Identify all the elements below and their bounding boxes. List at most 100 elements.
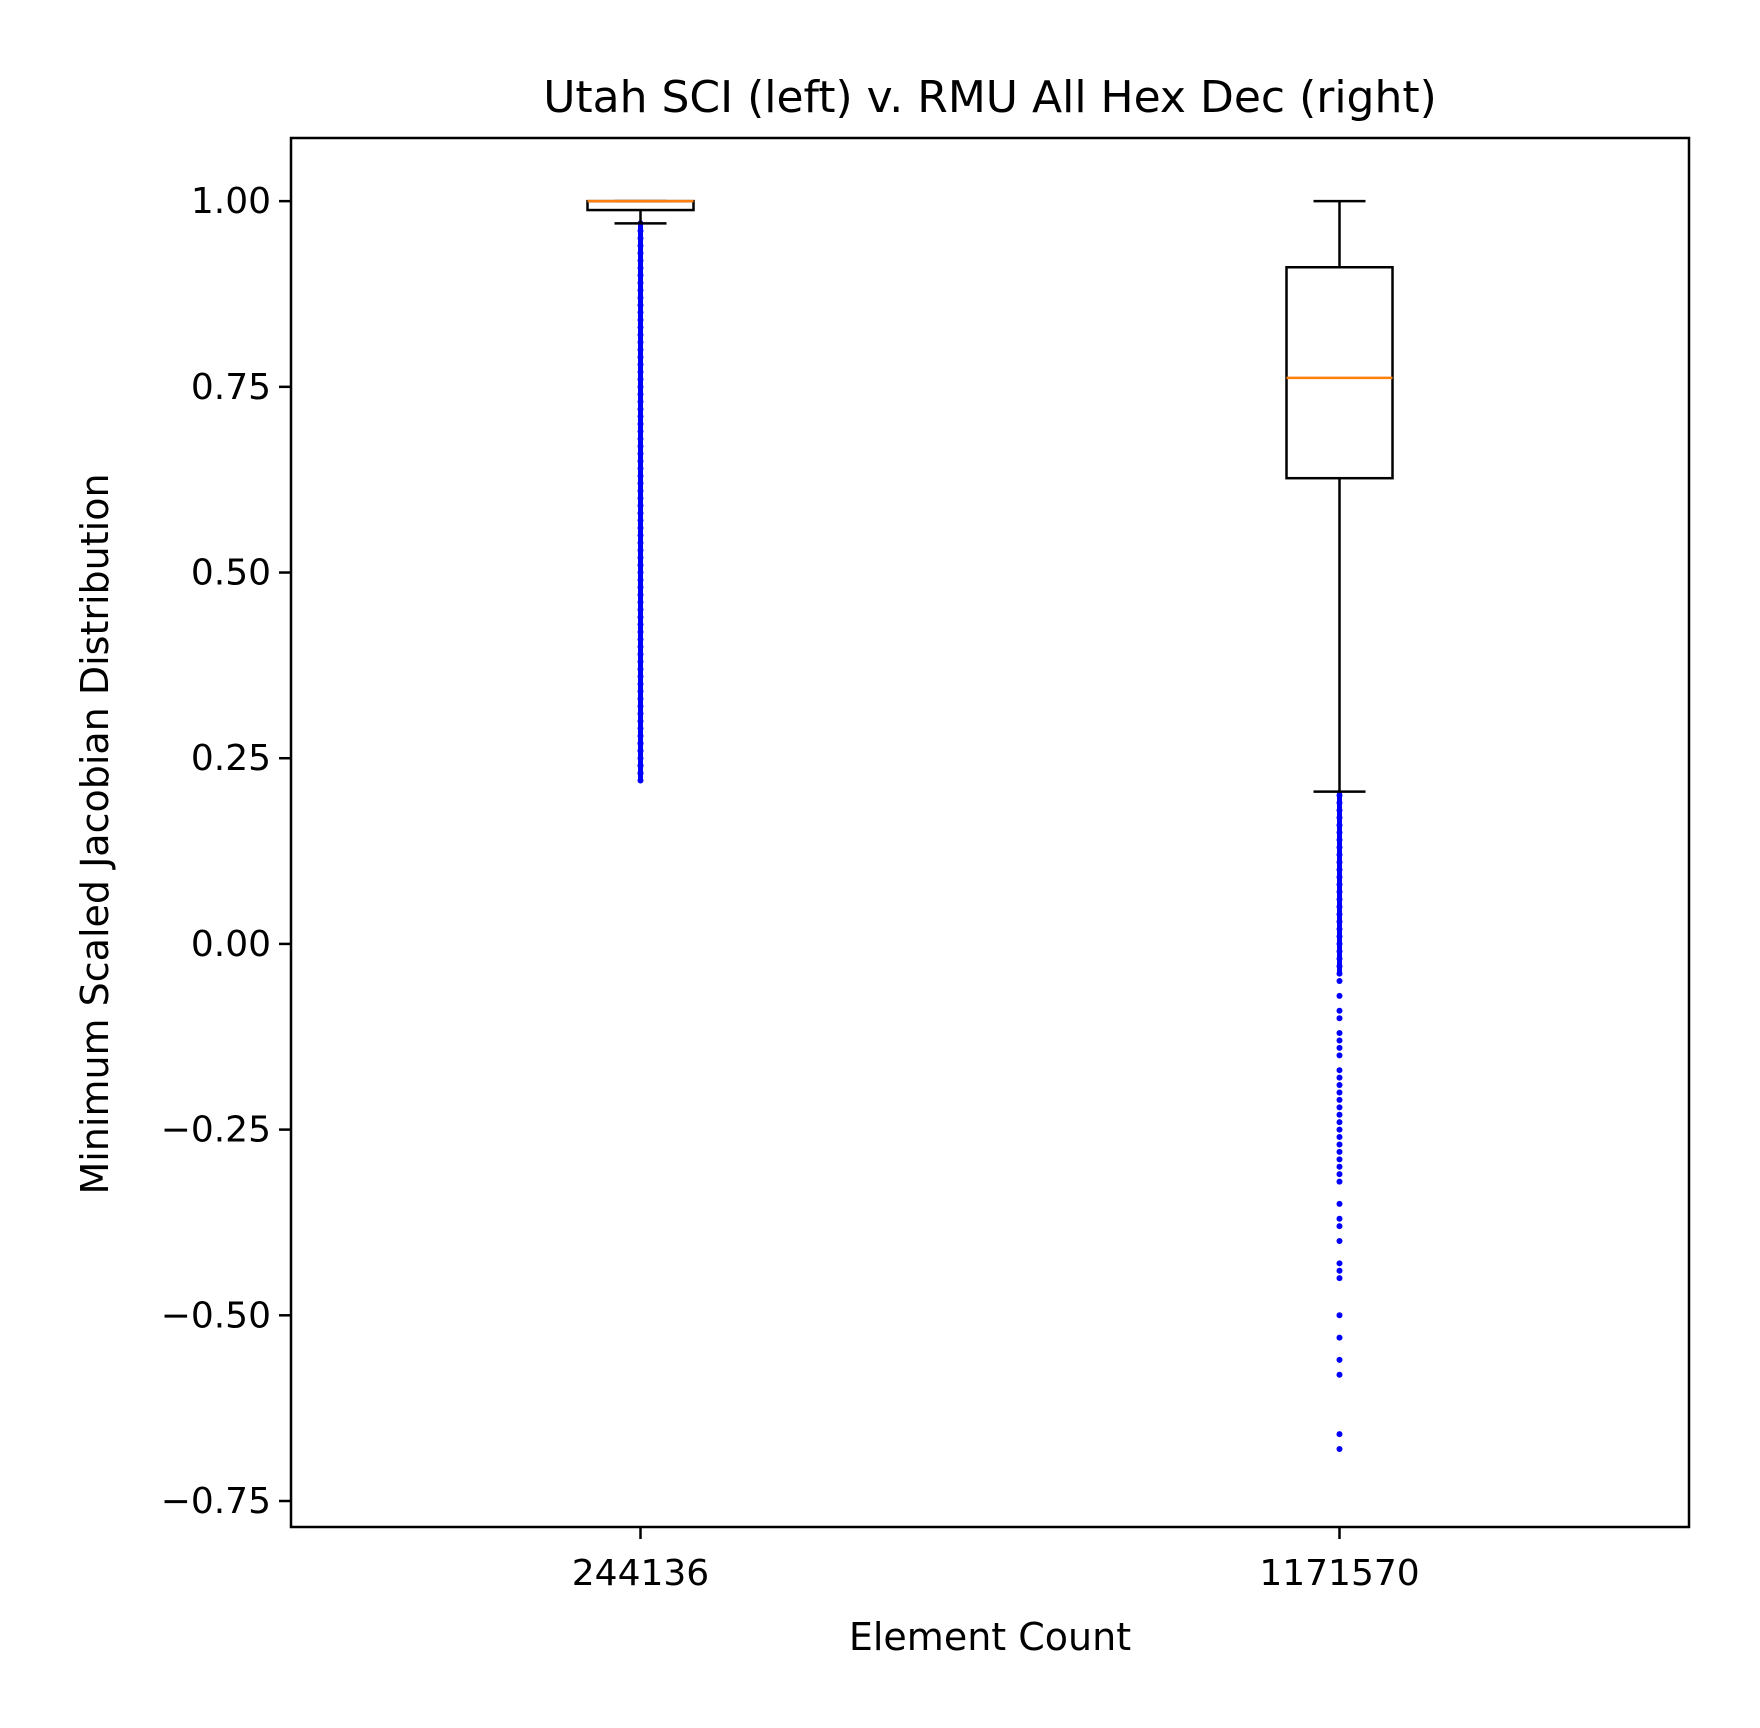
flier-point — [1336, 1156, 1343, 1163]
flier-point — [1336, 955, 1343, 962]
flier-point — [637, 718, 644, 725]
flier-point — [1336, 792, 1343, 799]
flier-point — [1336, 1074, 1343, 1081]
flier-point — [637, 391, 644, 398]
flier-point — [637, 287, 644, 294]
flier-point — [637, 562, 644, 569]
flier-point — [637, 628, 644, 635]
flier-point — [1336, 948, 1343, 955]
flier-point — [1336, 1356, 1343, 1363]
flier-point — [637, 606, 644, 613]
flier-point — [637, 480, 644, 487]
flier-point — [1336, 933, 1343, 940]
y-tick-label: 0.00 — [191, 924, 271, 965]
flier-point — [1336, 896, 1343, 903]
flier-point — [637, 762, 644, 769]
flier-point — [637, 420, 644, 427]
y-tick-label: 0.75 — [191, 367, 271, 408]
flier-point — [1336, 1275, 1343, 1282]
flier-point — [637, 227, 644, 234]
flier-point — [637, 658, 644, 665]
flier-point — [637, 688, 644, 695]
y-tick-label: 0.25 — [191, 738, 271, 779]
flier-point — [637, 450, 644, 457]
flier-point — [1336, 1334, 1343, 1341]
flier-point — [1336, 1446, 1343, 1453]
flier-point — [637, 331, 644, 338]
flier-point — [637, 740, 644, 747]
flier-point — [1336, 926, 1343, 933]
flier-point — [637, 435, 644, 442]
flier-point — [1336, 970, 1343, 977]
flier-point — [1336, 888, 1343, 895]
flier-point — [637, 517, 644, 524]
flier-point — [1336, 866, 1343, 873]
flier-point — [637, 747, 644, 754]
flier-point — [637, 725, 644, 732]
flier-point — [1336, 1052, 1343, 1059]
flier-point — [1336, 1178, 1343, 1185]
flier-point — [1336, 1141, 1343, 1148]
flier-point — [1336, 836, 1343, 843]
flier-point — [1336, 1096, 1343, 1103]
flier-point — [637, 383, 644, 390]
flier-point — [1336, 918, 1343, 925]
flier-point — [1336, 822, 1343, 829]
flier-point — [637, 636, 644, 643]
flier-point — [637, 302, 644, 309]
flier-point — [637, 257, 644, 264]
flier-point — [637, 547, 644, 554]
flier-point — [1336, 851, 1343, 858]
flier-point — [637, 279, 644, 286]
flier-point — [1336, 1312, 1343, 1319]
flier-point — [1336, 1148, 1343, 1155]
flier-point — [1336, 814, 1343, 821]
flier-point — [637, 324, 644, 331]
flier-point — [1336, 940, 1343, 947]
flier-point — [637, 510, 644, 517]
flier-point — [1336, 1007, 1343, 1014]
flier-point — [637, 621, 644, 628]
flier-point — [1336, 799, 1343, 806]
flier-point — [637, 703, 644, 710]
flier-point — [1336, 844, 1343, 851]
flier-point — [637, 614, 644, 621]
flier-point — [637, 599, 644, 606]
flier-point — [637, 264, 644, 271]
flier-point — [1336, 1082, 1343, 1089]
flier-point — [637, 339, 644, 346]
y-tick-label: 1.00 — [191, 181, 271, 222]
y-tick-label: −0.50 — [161, 1295, 271, 1336]
y-tick-label: −0.75 — [161, 1481, 271, 1522]
flier-point — [1336, 1044, 1343, 1051]
flier-point — [1336, 1215, 1343, 1222]
flier-point — [637, 770, 644, 777]
flier-point — [637, 235, 644, 242]
flier-point — [637, 316, 644, 323]
x-tick-label: 1171570 — [1259, 1553, 1419, 1594]
flier-point — [1336, 874, 1343, 881]
flier-point — [637, 576, 644, 583]
flier-point — [637, 643, 644, 650]
flier-point — [637, 666, 644, 673]
flier-point — [637, 569, 644, 576]
x-tick-label: 244136 — [572, 1553, 709, 1594]
flier-point — [1336, 903, 1343, 910]
flier-point — [1336, 1030, 1343, 1037]
flier-point — [1336, 1126, 1343, 1133]
flier-point — [637, 361, 644, 368]
flier-point — [637, 368, 644, 375]
flier-point — [637, 406, 644, 413]
flier-point — [637, 495, 644, 502]
y-tick-label: 0.50 — [191, 553, 271, 594]
flier-point — [1336, 1067, 1343, 1074]
flier-point — [637, 250, 644, 257]
flier-point — [637, 413, 644, 420]
flier-point — [637, 242, 644, 249]
flier-point — [1336, 992, 1343, 999]
flier-point — [637, 651, 644, 658]
flier-point — [637, 554, 644, 561]
